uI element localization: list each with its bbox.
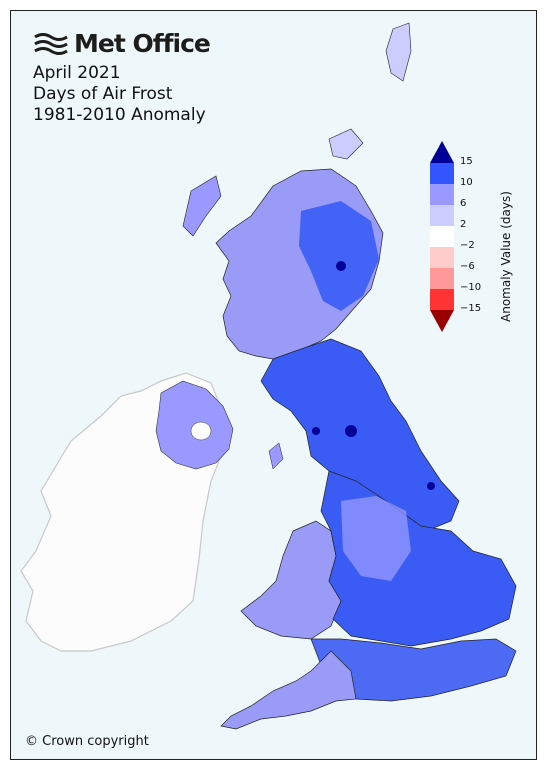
legend-tick-label: 15 [460, 156, 473, 167]
legend-band [430, 289, 454, 310]
met-office-waves-icon [34, 32, 68, 55]
wales-region [240, 520, 342, 640]
legend-over-arrow [430, 141, 454, 163]
legend-tick-label: −10 [460, 282, 482, 293]
scotland-east-highlands [299, 201, 379, 311]
copyright-notice: © Crown copyright [25, 734, 149, 749]
legend-band [430, 247, 454, 268]
south-west-region [220, 650, 357, 730]
midlands-light-patch [341, 496, 411, 581]
legend-tick-label: 2 [460, 219, 467, 230]
western-isles [182, 175, 222, 237]
legend-tick-label: −15 [460, 303, 482, 314]
legend-under-arrow [430, 310, 454, 332]
legend-colorbar [430, 141, 454, 332]
hotspot-yorkshire [427, 482, 435, 490]
legend-tick-label: −2 [460, 240, 475, 251]
isle-of-man [268, 442, 284, 470]
legend-band [430, 205, 454, 226]
lough-neagh [190, 421, 212, 441]
northern-england-region [260, 338, 460, 532]
hotspot-pennines [345, 425, 357, 437]
legend-title: Anomaly Value (days) [499, 191, 513, 322]
title-month: April 2021 [33, 63, 121, 83]
title-variable: Days of Air Frost [33, 84, 173, 104]
legend-tick-label: −6 [460, 261, 475, 272]
anomaly-map [20, 22, 517, 730]
legend-tick-label: 10 [460, 177, 473, 188]
legend-band [430, 184, 454, 205]
legend-band [430, 226, 454, 247]
legend-band [430, 163, 454, 184]
orkney-islands [328, 128, 364, 160]
shetland-islands [385, 22, 412, 82]
hotspot-grampian [336, 261, 346, 271]
southern-england-region [310, 638, 517, 702]
met-office-logo: Met Office [33, 29, 211, 58]
legend-tick-label: 6 [460, 198, 467, 209]
title-baseline: 1981-2010 Anomaly [33, 105, 206, 125]
legend-band [430, 268, 454, 289]
map-frame: Met Office April 2021 Days of Air Frost … [10, 10, 537, 760]
logo-text: Met Office [74, 29, 211, 58]
hotspot-cumbria [312, 427, 320, 435]
map-title-block: April 2021 Days of Air Frost 1981-2010 A… [33, 63, 206, 126]
